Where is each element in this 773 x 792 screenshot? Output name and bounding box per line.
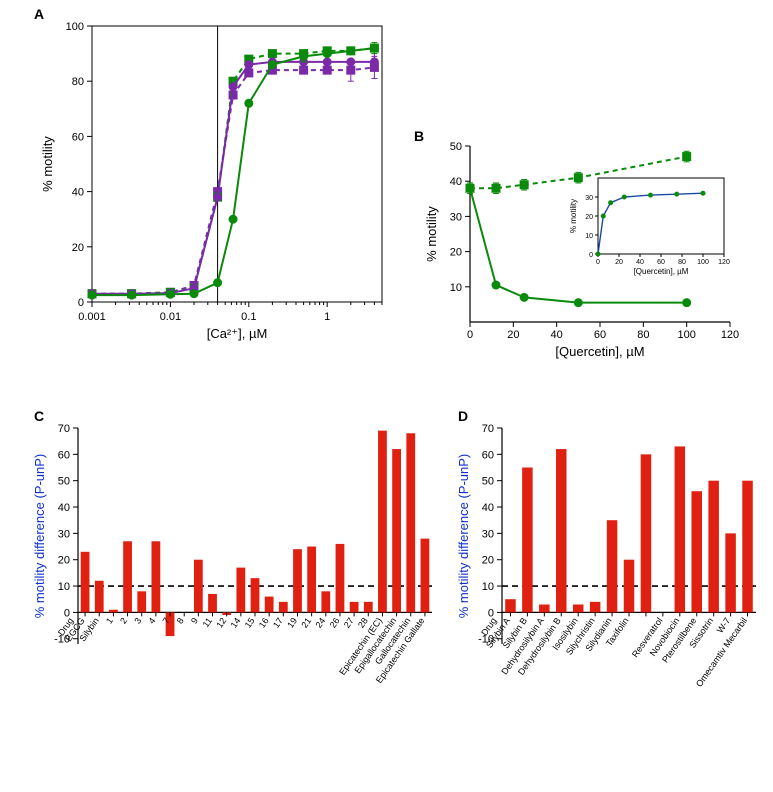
svg-text:100: 100 <box>677 329 695 341</box>
svg-text:16: 16 <box>257 616 271 630</box>
svg-text:50: 50 <box>450 141 462 153</box>
panel-d-chart: -10010203040506070Silybin ASilybin BDehy… <box>452 414 762 784</box>
svg-text:60: 60 <box>58 449 70 461</box>
svg-text:% motility: % motility <box>424 206 439 262</box>
svg-text:20: 20 <box>482 555 494 567</box>
svg-text:19: 19 <box>285 616 299 630</box>
svg-text:1: 1 <box>104 616 115 626</box>
svg-text:20: 20 <box>615 259 623 266</box>
panel-b-chart: 1020304050020406080100120[Quercetin], µM… <box>420 136 750 366</box>
svg-text:% motility difference (P-unP): % motility difference (P-unP) <box>32 454 47 619</box>
svg-text:30: 30 <box>450 211 462 223</box>
svg-text:0: 0 <box>589 252 593 259</box>
svg-text:24: 24 <box>314 616 328 630</box>
svg-text:[Ca²⁺], µM: [Ca²⁺], µM <box>207 326 268 341</box>
svg-text:20: 20 <box>585 214 593 221</box>
svg-text:0.001: 0.001 <box>78 311 106 323</box>
svg-text:20: 20 <box>58 555 70 567</box>
svg-text:120: 120 <box>718 259 730 266</box>
figure-stage: A B C D 0204060801000.0010.010.11[Ca²⁺],… <box>0 0 773 792</box>
svg-text:30: 30 <box>482 528 494 540</box>
svg-text:[Quercetin], µM: [Quercetin], µM <box>555 344 644 359</box>
panel-a-chart: 0 20 40 60 80 100 0.001 0.01 0.1 1 [Ca²⁺], µM % mot… <box>34 14 394 344</box>
svg-text:60: 60 <box>594 329 606 341</box>
svg-text:1: 1 <box>324 311 330 323</box>
svg-text:40: 40 <box>450 176 462 188</box>
svg-text:60: 60 <box>72 131 84 143</box>
svg-text:70: 70 <box>482 423 494 435</box>
svg-text:70: 70 <box>58 423 70 435</box>
svg-text:50: 50 <box>482 476 494 488</box>
svg-text:20: 20 <box>72 242 84 254</box>
svg-text:120: 120 <box>721 329 739 341</box>
svg-text:30: 30 <box>58 528 70 540</box>
svg-text:17: 17 <box>271 616 285 630</box>
svg-text:21: 21 <box>299 616 313 630</box>
svg-text:2: 2 <box>118 616 129 626</box>
svg-text:% motility difference (P-unP): % motility difference (P-unP) <box>456 454 471 619</box>
svg-text:10: 10 <box>450 282 462 294</box>
svg-text:4: 4 <box>146 616 157 626</box>
svg-text:12: 12 <box>214 616 228 630</box>
svg-text:40: 40 <box>72 187 84 199</box>
svg-text:100: 100 <box>66 21 84 33</box>
svg-text:[Quercetin], µM: [Quercetin], µM <box>634 267 689 276</box>
svg-text:0: 0 <box>596 259 600 266</box>
svg-text:26: 26 <box>328 616 342 630</box>
svg-text:80: 80 <box>637 329 649 341</box>
svg-text:40: 40 <box>551 329 563 341</box>
svg-text:% motility: % motility <box>40 136 55 192</box>
svg-text:80: 80 <box>72 76 84 88</box>
svg-text:100: 100 <box>697 259 709 266</box>
svg-text:11: 11 <box>201 616 215 629</box>
svg-text:15: 15 <box>243 616 257 630</box>
panel-c-chart: -10010203040506070EGCGSilybin12347891112… <box>28 414 438 784</box>
svg-text:20: 20 <box>507 329 519 341</box>
svg-text:10: 10 <box>58 581 70 593</box>
svg-text:40: 40 <box>58 502 70 514</box>
svg-text:10: 10 <box>585 233 593 240</box>
svg-text:20: 20 <box>450 247 462 259</box>
svg-text:9: 9 <box>189 616 200 626</box>
svg-text:0.1: 0.1 <box>241 311 256 323</box>
svg-text:27: 27 <box>342 616 356 630</box>
svg-text:10: 10 <box>482 581 494 593</box>
svg-text:8: 8 <box>175 616 186 626</box>
svg-text:3: 3 <box>132 616 143 626</box>
svg-text:60: 60 <box>657 259 665 266</box>
svg-text:40: 40 <box>482 502 494 514</box>
svg-text:0: 0 <box>467 329 473 341</box>
svg-text:30: 30 <box>585 195 593 202</box>
svg-text:0: 0 <box>78 297 84 309</box>
svg-text:50: 50 <box>58 476 70 488</box>
svg-text:14: 14 <box>229 616 243 630</box>
svg-text:60: 60 <box>482 449 494 461</box>
svg-text:80: 80 <box>678 259 686 266</box>
svg-text:40: 40 <box>636 259 644 266</box>
svg-text:% motility: % motility <box>569 199 578 233</box>
svg-text:0.01: 0.01 <box>160 311 181 323</box>
